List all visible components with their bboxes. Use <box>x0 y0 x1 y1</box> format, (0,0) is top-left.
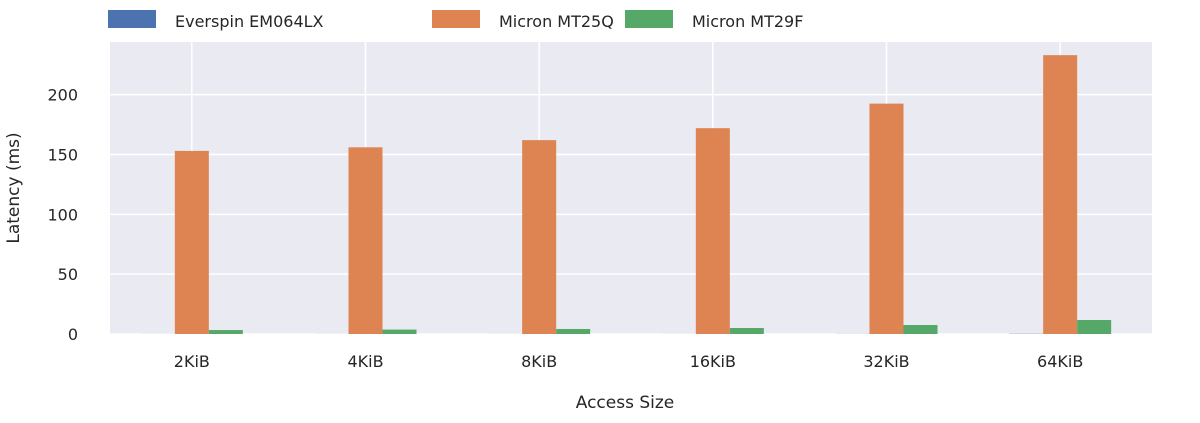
legend-label: Everspin EM064LX <box>175 12 324 31</box>
bar-micron-mt25q-16KiB <box>696 128 730 334</box>
bar-micron-mt25q-32KiB <box>870 104 904 334</box>
x-tick-labels: 2KiB 4KiB 8KiB 16KiB 32KiB 64KiB <box>174 352 1084 371</box>
bar-micron-mt25q-8KiB <box>522 140 556 334</box>
legend-label: Micron MT25Q <box>499 12 614 31</box>
y-axis-label: Latency (ms) <box>4 132 24 243</box>
y-tick-labels: 0 50 100 150 200 <box>47 86 78 344</box>
x-tick-label: 8KiB <box>521 352 557 371</box>
x-axis-label: Access Size <box>576 393 675 413</box>
y-tick-label: 50 <box>58 265 78 284</box>
bar-micron-mt29f-8KiB <box>556 329 590 334</box>
x-tick-label: 16KiB <box>690 352 736 371</box>
bar-micron-mt29f-32KiB <box>904 325 938 334</box>
bar-micron-mt29f-16KiB <box>730 328 764 334</box>
plot-background <box>110 42 1152 334</box>
bar-micron-mt29f-2KiB <box>209 330 243 334</box>
bar-micron-mt29f-64KiB <box>1077 320 1111 334</box>
bar-micron-mt25q-4KiB <box>349 147 383 334</box>
y-tick-label: 0 <box>68 325 78 344</box>
y-tick-label: 200 <box>47 86 78 105</box>
x-tick-label: 64KiB <box>1037 352 1083 371</box>
legend-swatch <box>108 10 156 28</box>
legend-label: Micron MT29F <box>692 12 803 31</box>
x-tick-label: 4KiB <box>347 352 383 371</box>
legend-swatch <box>625 10 673 28</box>
y-tick-label: 150 <box>47 145 78 164</box>
legend-swatch <box>432 10 480 28</box>
legend: Everspin EM064LX Micron MT25Q Micron MT29F <box>108 10 803 31</box>
bar-micron-mt25q-2KiB <box>175 151 209 334</box>
bar-micron-mt29f-4KiB <box>383 330 417 334</box>
bar-micron-mt25q-64KiB <box>1043 55 1077 334</box>
y-tick-label: 100 <box>47 205 78 224</box>
x-tick-label: 2KiB <box>174 352 210 371</box>
x-tick-label: 32KiB <box>863 352 909 371</box>
